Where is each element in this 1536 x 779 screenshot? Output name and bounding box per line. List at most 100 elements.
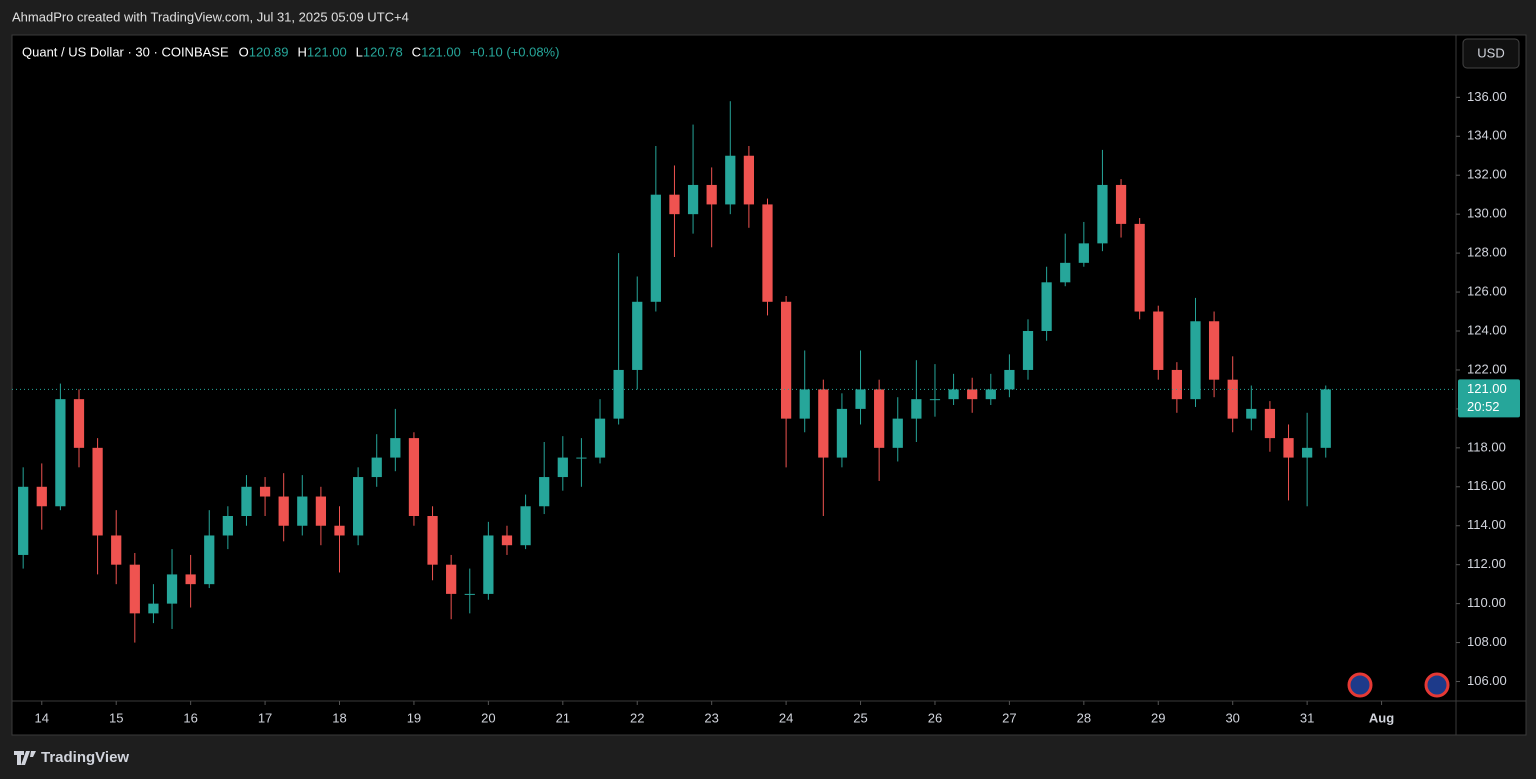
x-tick-label: 25: [853, 710, 867, 725]
candle-body: [669, 194, 680, 215]
ohlc-value: 120.89: [249, 44, 289, 59]
candle-body: [836, 408, 848, 458]
brand: TradingView: [41, 749, 129, 766]
candle-body: [855, 389, 866, 409]
candle-body: [18, 486, 29, 555]
candle-body: [911, 399, 922, 419]
candle-body: [650, 194, 661, 302]
candle-body: [352, 477, 364, 536]
candle-body: [1320, 389, 1331, 448]
y-tick-label: 122.00: [1467, 361, 1507, 376]
x-tick-label: Aug: [1369, 710, 1394, 725]
x-tick-label: 27: [1002, 710, 1016, 725]
y-tick-label: 132.00: [1467, 167, 1507, 182]
candle-body: [632, 301, 643, 370]
event-flag[interactable]: [1347, 672, 1373, 698]
candle-body: [594, 418, 606, 458]
y-tick-label: 112.00: [1467, 556, 1506, 571]
candle-body: [315, 496, 327, 526]
candle-body: [1171, 369, 1182, 400]
candle-body: [762, 204, 773, 302]
y-tick-label: 130.00: [1467, 206, 1507, 221]
candle-body: [874, 389, 885, 448]
y-tick-label: 110.00: [1467, 595, 1506, 610]
candle-body: [1227, 379, 1238, 419]
candle-body: [408, 438, 420, 516]
candle-body: [1264, 408, 1276, 439]
candle-body: [967, 389, 978, 400]
x-tick-label: 31: [1300, 710, 1314, 725]
candle-body: [334, 525, 345, 536]
candle-body: [892, 418, 903, 448]
candle-body: [818, 389, 829, 458]
candle-body: [1134, 223, 1145, 312]
y-tick-label: 114.00: [1467, 517, 1506, 532]
candle-body: [185, 574, 196, 585]
candle-body: [73, 399, 85, 448]
candle-body: [706, 184, 717, 205]
y-tick-label: 136.00: [1467, 89, 1507, 104]
x-tick-label: 28: [1077, 710, 1091, 725]
candle-body: [613, 369, 624, 419]
candle-body: [743, 155, 755, 205]
candle-body: [204, 535, 215, 585]
candle-body: [1190, 321, 1201, 400]
x-tick-label: 20: [481, 710, 495, 725]
candle-body: [427, 516, 438, 565]
candle-body: [1115, 184, 1127, 224]
currency[interactable]: USD: [1477, 45, 1504, 60]
candle-body: [297, 496, 308, 526]
ohlc-key: O: [239, 44, 249, 59]
x-tick-label: 26: [928, 710, 942, 725]
candle-body: [780, 301, 792, 419]
countdown: 20:52: [1467, 399, 1500, 414]
logo: [14, 751, 36, 765]
candle-body: [1060, 262, 1071, 283]
candle-body: [799, 389, 810, 419]
ohlc-key: L: [356, 44, 363, 59]
x-tick-label: 17: [258, 710, 272, 725]
last-price-label: 121.00: [1467, 381, 1507, 396]
candle-body: [111, 535, 122, 565]
candle-body: [557, 457, 568, 478]
candle-body: [148, 603, 159, 614]
ohlc-value: 120.78: [363, 44, 403, 59]
candle-body: [241, 486, 252, 516]
x-tick-label: 15: [109, 710, 123, 725]
y-tick-label: 134.00: [1467, 128, 1507, 143]
ohlc-key: H: [298, 44, 307, 59]
candle-body: [576, 457, 587, 459]
candle-body: [1208, 321, 1220, 380]
currency-button[interactable]: [1462, 38, 1520, 69]
x-tick-label: 30: [1225, 710, 1239, 725]
attribution: AhmadPro created with TradingView.com, J…: [12, 9, 409, 24]
candle-body: [985, 389, 996, 400]
candle-body: [1041, 282, 1052, 331]
chart-panel: [11, 34, 1527, 736]
candle-body: [92, 447, 103, 536]
x-tick-label: 18: [332, 710, 346, 725]
legend: Quant / US Dollar · 30 · COINBASE O 120.89…: [22, 44, 559, 59]
x-tick-label: 23: [704, 710, 718, 725]
candle-body: [1153, 311, 1164, 370]
candle-body: [1283, 438, 1294, 458]
candle-body: [446, 564, 457, 594]
candle-body: [259, 486, 271, 497]
candle-body: [1004, 369, 1015, 390]
candle-body: [725, 155, 736, 205]
y-tick-label: 108.00: [1467, 634, 1507, 649]
candle-body: [1078, 243, 1089, 263]
x-tick-label: 19: [407, 710, 421, 725]
candle-body: [1097, 184, 1108, 244]
candle-body: [222, 516, 233, 536]
event-flag[interactable]: [1424, 672, 1450, 698]
candle-body: [483, 535, 494, 594]
symbol: Quant / US Dollar · 30 · COINBASE: [22, 44, 229, 59]
candle-body: [278, 496, 289, 526]
candle-body: [1302, 447, 1313, 458]
candle-body: [929, 399, 941, 401]
y-tick-label: 116.00: [1467, 478, 1506, 493]
ohlc-key: C: [412, 44, 421, 59]
